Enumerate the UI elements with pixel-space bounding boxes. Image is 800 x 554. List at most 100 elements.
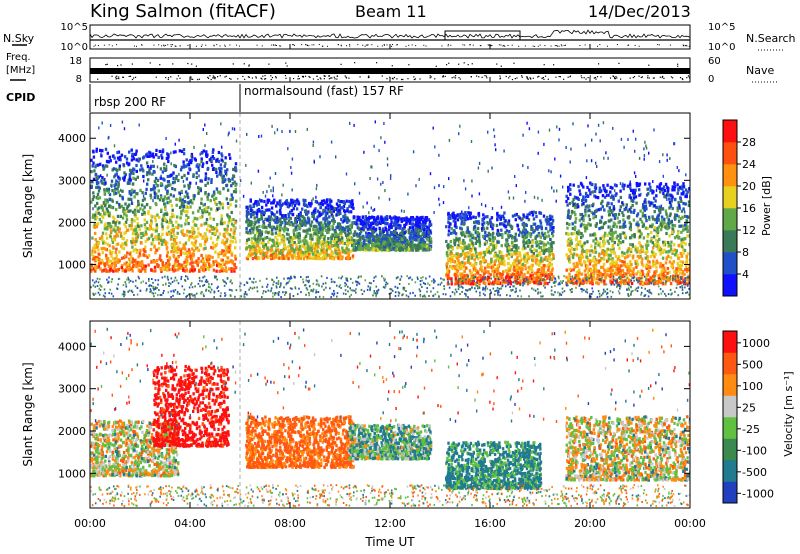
heatmap-cell [169,183,172,187]
heatmap-cell [327,210,331,214]
heatmap-cell [338,200,342,204]
heatmap-cell [446,275,449,279]
nsky-dot [274,44,276,46]
heatmap-cell [347,253,351,257]
heatmap-cell [136,248,139,253]
heatmap-cell [302,257,306,261]
heatmap-cell [306,246,310,250]
heatmap-cell [139,207,142,211]
heatmap-cell [127,197,130,201]
heatmap-cell [159,254,162,258]
heatmap-cell [549,214,552,218]
heatmap-cell [507,252,511,256]
heatmap-cell [136,222,139,226]
heatmap-cell [341,228,344,232]
heatmap-cell [498,261,501,265]
heatmap-cell [121,216,125,220]
heatmap-cell [313,217,316,221]
heatmap-cell [446,282,450,286]
heatmap-cell [150,260,153,264]
heatmap-cell [174,225,177,229]
heatmap-cell [399,224,402,228]
heatmap-cell [453,260,456,264]
heatmap-cell [218,251,222,255]
heatmap-cell [462,276,465,280]
heatmap-cell [255,215,259,219]
heatmap-cell [453,224,457,228]
heatmap-cell [408,226,412,230]
heatmap-cell [100,154,103,158]
heatmap-cell [327,222,330,226]
heatmap-cell [128,150,131,154]
heatmap-cell [256,218,259,222]
heatmap-cell [291,240,294,244]
freq-dot [149,62,151,64]
heatmap-cell [104,241,107,245]
heatmap-cell [347,232,351,236]
heatmap-cell [222,174,226,178]
heatmap-cell [331,251,334,256]
heatmap-cell [106,257,110,261]
nsky-dot [213,45,215,47]
heatmap-cell [215,242,219,246]
heatmap-cell [231,182,235,186]
heatmap-cell [135,169,138,173]
heatmap-cell [550,241,554,245]
heatmap-cell [128,173,132,177]
heatmap-cell [245,241,248,245]
heatmap-cell [151,260,155,264]
heatmap-cell [263,211,266,215]
heatmap-cell [456,214,459,218]
heatmap-cell [496,218,499,222]
heatmap-cell [168,268,171,272]
heatmap-cell [463,247,466,251]
heatmap-cell [95,266,99,270]
heatmap-cell [112,269,115,273]
heatmap-cell [317,221,321,225]
nave-dot [116,75,118,77]
heatmap-cell [298,234,301,238]
nsky-dot [163,45,165,47]
heatmap-cell [514,213,517,217]
heatmap-cell [270,201,273,205]
heatmap-cell [113,192,116,196]
heatmap-cell [315,218,318,222]
freq-dot [496,63,498,65]
heatmap-cell [316,250,319,254]
heatmap-cell [149,193,152,197]
heatmap-cell [228,250,231,254]
heatmap-cell [416,248,420,252]
heatmap-cell [208,264,211,268]
heatmap-cell [411,237,414,241]
heatmap-cell [271,256,274,260]
heatmap-cell [145,187,148,191]
heatmap-cell [249,209,253,213]
heatmap-cell [156,184,159,188]
heatmap-cell [179,168,183,172]
heatmap-cell [134,232,138,236]
heatmap-cell [379,233,382,237]
heatmap-cell [456,256,459,260]
heatmap-cell [508,223,511,227]
heatmap-cell [230,269,233,273]
heatmap-cell [331,224,334,229]
nave-dot [330,77,332,79]
heatmap-cell [319,241,323,245]
heatmap-cell [177,178,180,183]
heatmap-cell [299,212,302,217]
heatmap-cell [394,231,397,235]
heatmap-cell [197,168,201,172]
heatmap-cell [531,240,534,244]
heatmap-cell [346,217,350,221]
heatmap-cell [352,245,356,249]
nave-dot [116,77,118,80]
heatmap-cell [360,247,363,251]
heatmap-cell [456,263,459,267]
heatmap-cell [390,220,393,224]
nave-dot [396,78,398,80]
heatmap-cell [376,239,379,243]
heatmap-cell [163,195,167,199]
heatmap-cell [367,240,371,244]
heatmap-cell [516,256,519,260]
heatmap-cell [186,192,189,196]
